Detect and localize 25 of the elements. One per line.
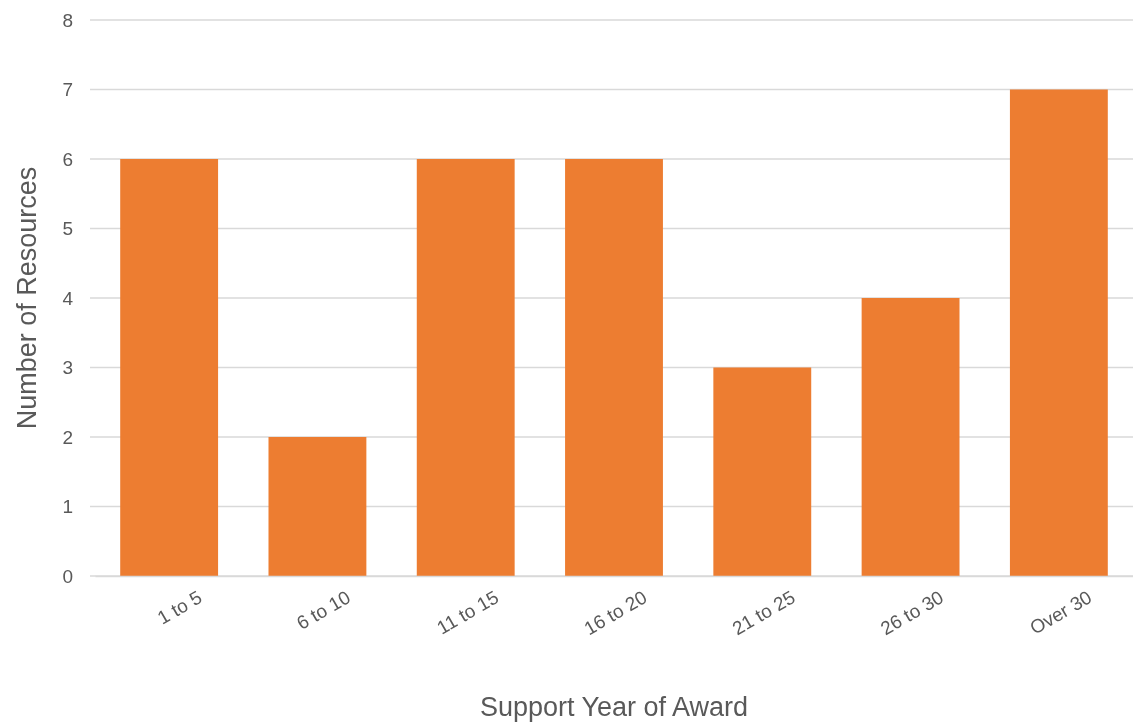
x-tick-label: 6 to 10 [292,586,354,634]
y-tick-label: 4 [62,287,74,309]
bar [268,437,367,576]
x-tick-label: 21 to 25 [728,586,799,640]
y-tick-label: 5 [62,218,73,240]
y-tick-label: 1 [62,496,73,518]
y-tick-label: 8 [62,9,73,31]
bar [120,159,219,576]
bar [713,367,812,576]
y-tick-label: 0 [62,565,73,587]
y-tick-label: 3 [62,357,73,379]
bar [416,159,515,576]
y-tick-label: 6 [62,148,73,170]
y-axis-title: Number of Resources [12,166,42,430]
y-tick-label: 2 [62,426,73,448]
x-tick-label: 1 to 5 [153,586,206,629]
x-tick-label: 11 to 15 [433,586,503,639]
y-tick-label: 7 [62,79,73,101]
x-tick-label: Over 30 [1026,586,1096,639]
bar [861,298,960,576]
x-tick-label: 26 to 30 [876,586,947,640]
bar [565,159,663,576]
bar [1009,89,1108,576]
x-axis-title: Support Year of Award [479,692,749,722]
x-tick-label: 16 to 20 [580,586,651,640]
